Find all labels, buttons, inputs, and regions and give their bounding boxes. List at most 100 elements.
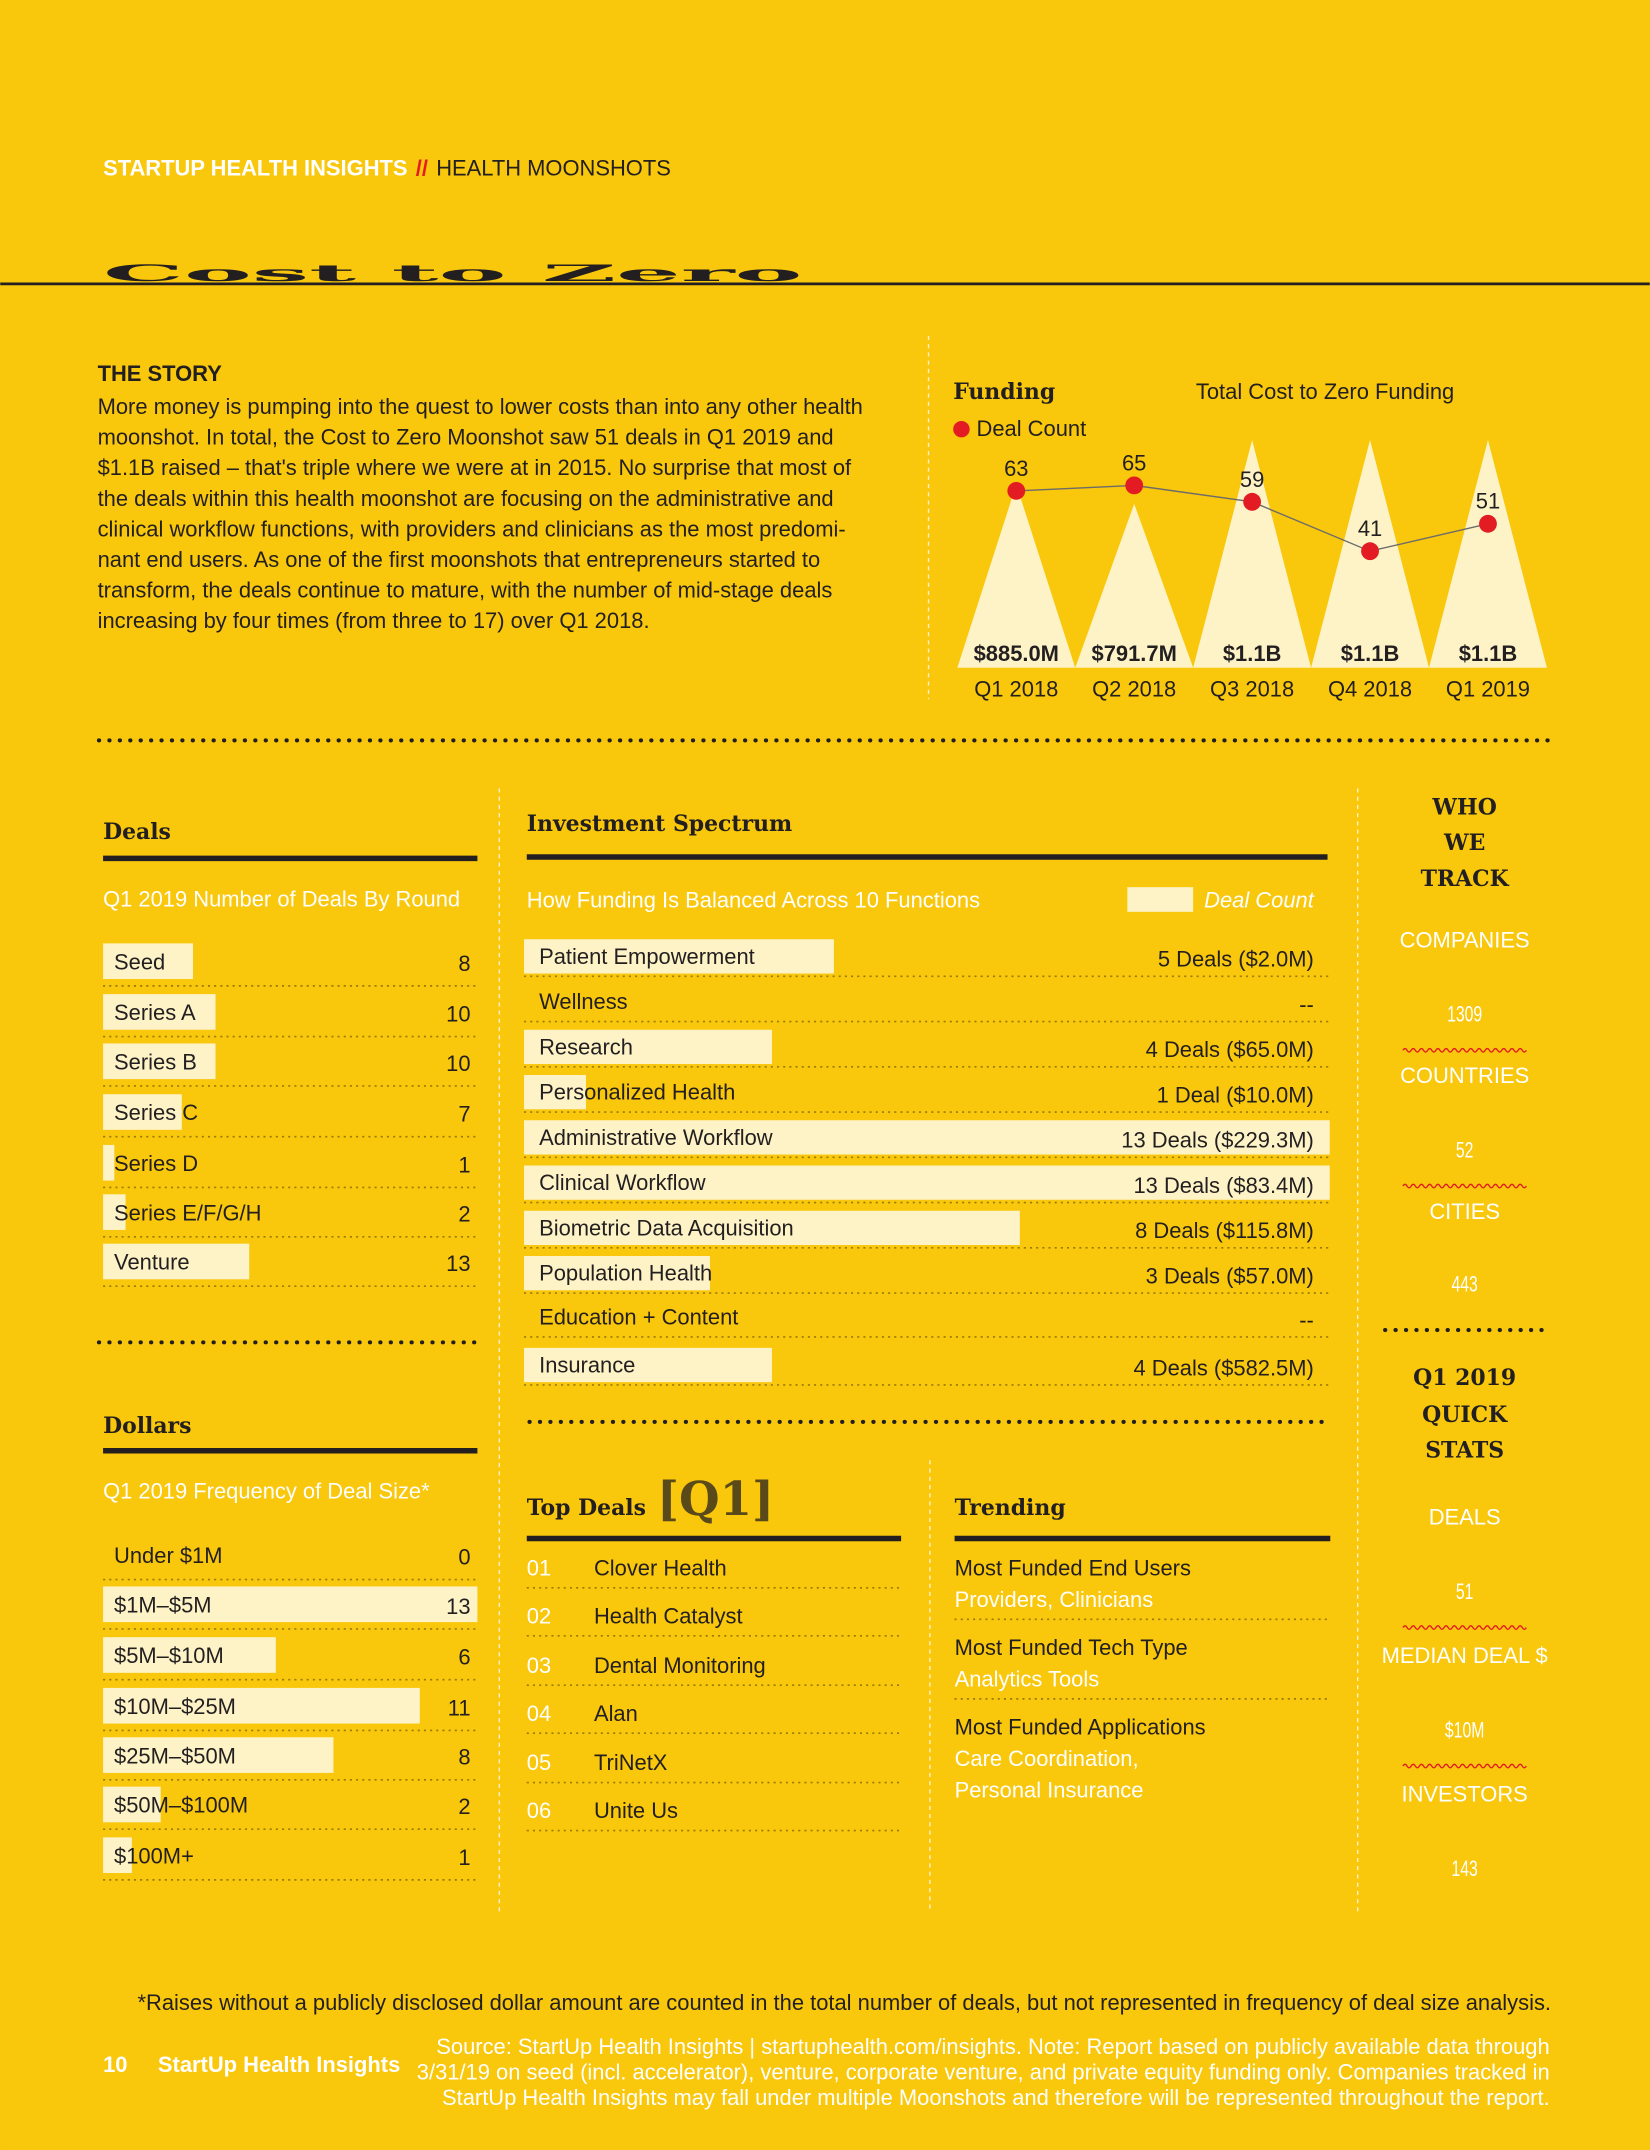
trend-label: Most Funded End Users [955,1555,1191,1580]
company: Clover Health [594,1555,727,1580]
company: Health Catalyst [594,1603,743,1628]
section-title: Dollars [103,1413,191,1439]
story-line: transform, the deals continue to mature,… [98,578,833,603]
deal-count-dot [1243,492,1262,511]
story-line: nant end users. As one of the first moon… [98,547,821,572]
kicker: STARTUP HEALTH INSIGHTS [103,156,407,181]
x-tick-label: Q3 2018 [1210,677,1294,702]
deal-count-dot [1125,476,1144,495]
wavy-rule [1402,1183,1527,1189]
funding-triangle [1075,503,1194,668]
funding-triangle [1193,440,1312,668]
row-value: 1 Deal ($10.0M) [1157,1082,1314,1107]
side-title: TRACK [1421,866,1510,892]
deal-count-label: 59 [1240,467,1264,492]
row-value: 7 [458,1102,470,1127]
rank: 02 [527,1603,551,1628]
side-title: WE [1443,830,1485,856]
rank: 01 [527,1555,551,1580]
stat-value: 52 [1456,1139,1474,1163]
side-title: STATS [1425,1438,1504,1464]
row-value: -- [1299,1307,1314,1332]
row-label: Personalized Health [539,1080,735,1105]
stat-label: COUNTRIES [1400,1063,1529,1088]
rank: 04 [527,1701,551,1726]
stat-value: 143 [1451,1857,1477,1881]
tag: [Q1] [657,1471,774,1526]
funding-triangle [1429,440,1547,668]
section-subtitle: How Funding Is Balanced Across 10 Functi… [527,888,980,913]
row-value: 13 [446,1594,470,1619]
row-value: 0 [458,1545,470,1570]
company: Alan [594,1701,638,1726]
company: Dental Monitoring [594,1653,766,1678]
side-title: Q1 2019 [1413,1365,1516,1391]
story-line: More money is pumping into the quest to … [98,394,863,419]
separator: // [416,156,428,181]
row-value: 2 [458,1794,470,1819]
page-title: Cost to Zero [103,261,802,287]
row-value: 11 [448,1695,471,1720]
header-kicker: STARTUP HEALTH INSIGHTS // HEALTH MOONSHOT… [103,156,671,181]
chart-subtitle: Total Cost to Zero Funding [1196,379,1454,404]
row-label: Wellness [539,989,628,1014]
row-label: $10M–$25M [114,1694,236,1719]
section-title: Top Deals [Q1] [527,1471,774,1526]
stat-value: 1309 [1447,1003,1482,1027]
story-line: clinical workflow functions, with provid… [98,516,846,541]
row-label: $1M–$5M [114,1593,211,1618]
bar [103,1637,276,1673]
row-label: Patient Empowerment [539,944,755,969]
row-value: 4 Deals ($582.5M) [1133,1355,1313,1380]
row-label: Under $1M [114,1543,222,1568]
bar [524,1075,587,1110]
deal-count-dot [1361,542,1379,561]
side-title: WHO [1431,794,1496,820]
bar [103,1043,216,1080]
row-value: 1 [458,1152,470,1177]
row-value: 8 [458,1745,470,1770]
row-label: $25M–$50M [114,1743,236,1768]
story-heading: THE STORY [98,361,223,386]
company: Unite Us [594,1798,678,1823]
brand: StartUp Health Insights [158,2052,400,2077]
rank: 06 [527,1798,551,1823]
row-label: Series C [114,1100,198,1125]
side-title: QUICK [1422,1402,1508,1428]
bar [524,1210,1020,1246]
row-value: 1 [458,1845,470,1870]
trend-label: Most Funded Tech Type [955,1635,1188,1660]
bar [103,994,216,1030]
stat-value: 51 [1456,1580,1474,1604]
row-value: 5 Deals ($2.0M) [1158,947,1314,972]
row-value: 10 [446,1002,470,1027]
chart-title: Funding [953,379,1055,405]
story-line: $1.1B raised – that's triple where we we… [98,455,852,480]
row-value: 10 [446,1051,470,1076]
stat-value: 443 [1451,1273,1477,1297]
stat-label: MEDIAN DEAL $ [1382,1643,1548,1668]
row-label: Series E/F/G/H [114,1200,261,1225]
bar [524,1165,1330,1200]
legend-label: Deal Count [1204,888,1315,913]
bar [103,1144,115,1181]
row-label: Series B [114,1050,197,1075]
row-label: $5M–$10M [114,1643,224,1668]
funding-value-label: $791.7M [1092,641,1177,666]
x-tick-label: Q1 2018 [974,677,1058,702]
source-line: Source: StartUp Health Insights | startu… [436,2034,1549,2059]
section: HEALTH MOONSHOTS [436,156,671,181]
row-value: 6 [458,1645,470,1670]
x-tick-label: Q4 2018 [1328,677,1412,702]
content: STARTUP HEALTH INSIGHTS // HEALTH MOONSHOT… [98,156,1551,2110]
row-value: 2 [458,1202,470,1227]
row-value: 13 Deals ($229.3M) [1121,1128,1314,1153]
row-label: Population Health [539,1261,712,1286]
row-label: Clinical Workflow [539,1170,706,1195]
bar [103,1243,250,1280]
footnote: *Raises without a publicly disclosed dol… [137,1990,1551,2015]
stat-value: $10M [1445,1719,1485,1743]
source-line: StartUp Health Insights may fall under m… [442,2085,1550,2110]
deal-count-dot [1007,481,1026,500]
